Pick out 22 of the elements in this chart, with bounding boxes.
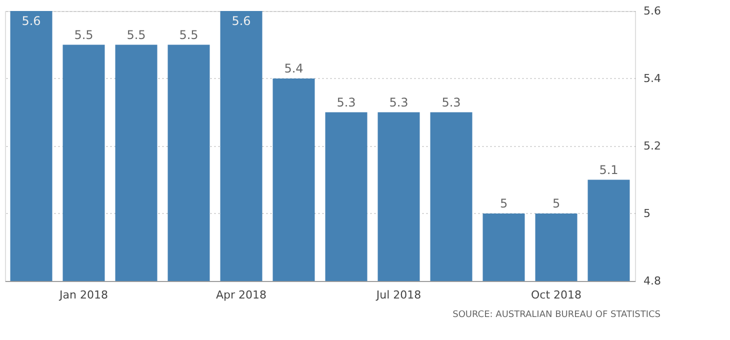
y-tick-label: 4.8 xyxy=(644,274,661,288)
data-label: 5.3 xyxy=(389,95,408,110)
x-tick-label: Oct 2018 xyxy=(530,288,582,302)
y-tick-label: 5 xyxy=(644,207,650,220)
data-label: 5.6 xyxy=(22,14,41,28)
data-label: 5.3 xyxy=(336,95,356,110)
x-tick-label: Jul 2018 xyxy=(375,288,422,302)
data-label: 5.1 xyxy=(599,162,618,177)
data-label: 5.6 xyxy=(232,14,251,28)
data-label: 5.3 xyxy=(442,95,461,110)
data-label: 5 xyxy=(552,196,560,210)
y-tick-label: 5.6 xyxy=(644,4,661,18)
data-label: 5.5 xyxy=(126,28,146,42)
x-tick-label: Jan 2018 xyxy=(58,288,108,302)
x-tick-label: Apr 2018 xyxy=(216,288,267,302)
data-label: 5 xyxy=(500,196,508,210)
data-label: 5.5 xyxy=(179,28,198,42)
y-tick-label: 5.4 xyxy=(644,72,661,85)
y-tick-label: 5.2 xyxy=(644,140,661,152)
source-note: SOURCE: AUSTRALIAN BUREAU OF STATISTICS xyxy=(452,310,661,320)
data-label: 5.4 xyxy=(284,62,304,76)
data-label: 5.5 xyxy=(74,28,94,42)
